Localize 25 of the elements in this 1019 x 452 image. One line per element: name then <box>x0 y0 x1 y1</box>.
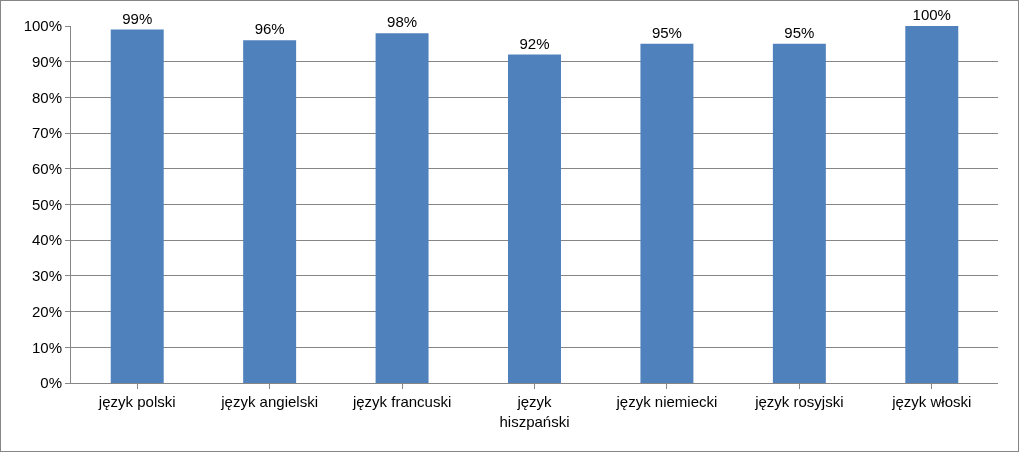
data-label: 98% <box>387 13 418 31</box>
data-label: 92% <box>519 34 550 52</box>
x-tick-label: język rosyjski <box>754 393 844 410</box>
data-label: 95% <box>651 23 682 41</box>
y-tick-label: 100% <box>23 17 62 35</box>
y-tick-label: 90% <box>31 52 62 70</box>
y-tick-label: 50% <box>31 195 62 213</box>
y-tick-label: 10% <box>31 338 62 356</box>
data-label: 95% <box>784 23 815 41</box>
data-label: 99% <box>122 9 153 27</box>
y-tick-label: 40% <box>31 231 62 249</box>
data-label: 96% <box>254 20 285 38</box>
y-tick-label: 30% <box>31 267 62 285</box>
x-tick-label: język niemiecki <box>615 393 718 410</box>
x-tick-label: język francuski <box>351 393 452 410</box>
y-tick-label: 20% <box>31 302 62 320</box>
data-label: 100% <box>912 6 951 23</box>
y-tick-label: 60% <box>31 160 62 178</box>
x-tick-label: język angielski <box>220 393 318 410</box>
x-tick-label: język włoski <box>891 393 972 410</box>
x-tick-label: język polski <box>97 393 176 410</box>
y-tick-label: 0% <box>40 374 62 392</box>
x-tick-label: język hiszpański <box>499 393 570 430</box>
y-tick-label: 70% <box>31 124 62 142</box>
y-tick-label: 80% <box>31 88 62 106</box>
